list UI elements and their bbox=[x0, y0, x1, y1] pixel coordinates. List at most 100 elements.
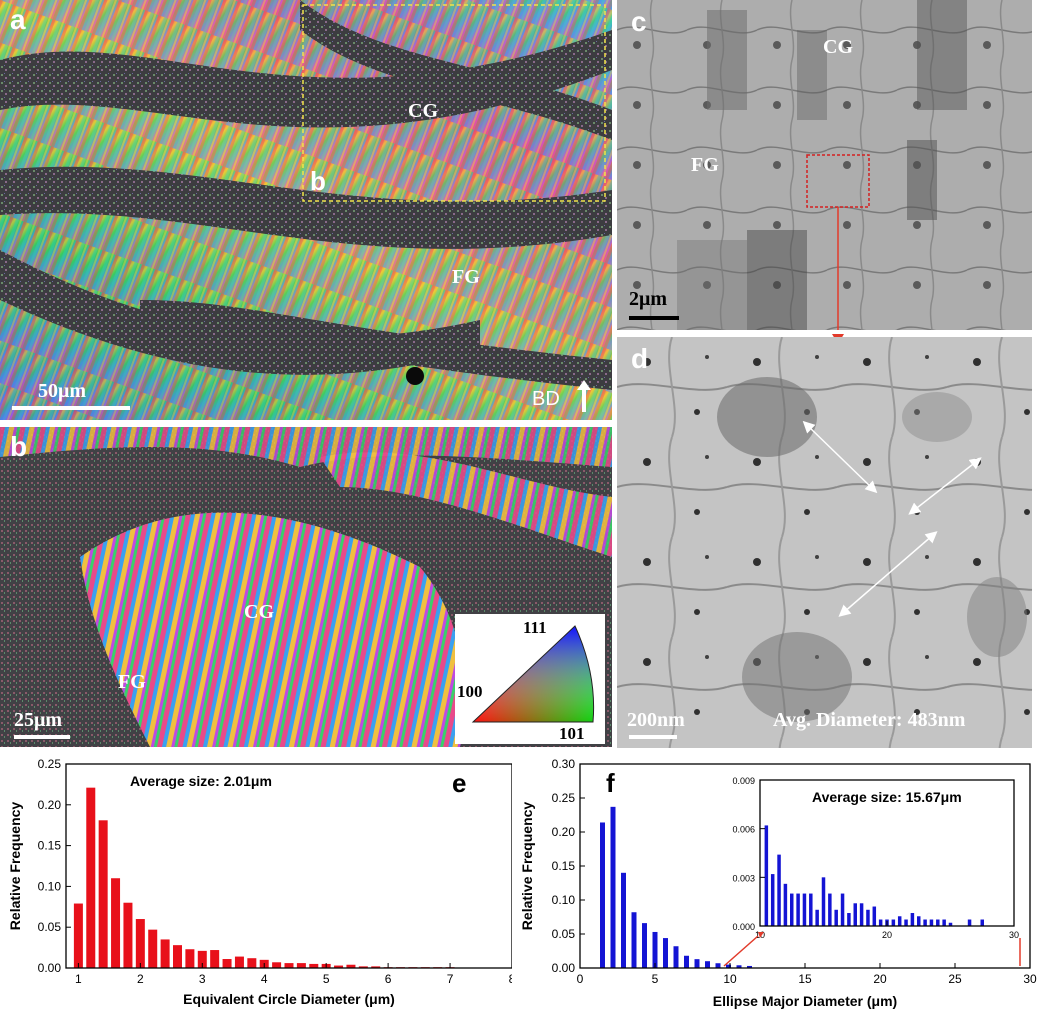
ipf-label-111: 111 bbox=[523, 618, 547, 637]
panel-c-cg-label: CG bbox=[823, 36, 853, 58]
panel-c-tem-image: c CG FG 2μm bbox=[617, 0, 1032, 330]
f-bar bbox=[652, 931, 658, 968]
panel-b-scalebar-label: 25μm bbox=[14, 709, 62, 731]
f-inset-bar bbox=[910, 913, 915, 926]
e-bar bbox=[210, 950, 220, 968]
f-bar bbox=[684, 955, 689, 968]
e-bar bbox=[73, 903, 83, 968]
histogram-f-svg: 0.00 0.05 0.10 0.15 0.20 0.25 0.30 0 5 10 15 20 25 30… bbox=[519, 757, 1037, 1009]
f-xtick-label: 5 bbox=[652, 972, 659, 986]
e-bar bbox=[272, 962, 282, 968]
e-bar bbox=[222, 959, 232, 968]
e-xtick-label: 2 bbox=[137, 972, 144, 986]
f-inset-bar bbox=[866, 909, 870, 926]
f-inset-bar bbox=[764, 825, 769, 926]
e-bar bbox=[284, 963, 294, 968]
f-bar bbox=[694, 959, 700, 968]
e-bar bbox=[111, 878, 121, 968]
f-inset-bar bbox=[891, 919, 896, 926]
panel-f-histogram: 0.00 0.05 0.10 0.15 0.20 0.25 0.30 0 5 10 15 20 25 30… bbox=[512, 752, 1038, 1015]
f-bar bbox=[621, 872, 626, 968]
panel-c-label: c bbox=[631, 6, 647, 37]
e-xtick-label: 4 bbox=[261, 972, 268, 986]
panel-a-scalebar-label: 50μm bbox=[38, 380, 86, 402]
f-inset-bar bbox=[878, 919, 883, 926]
e-xtick-label: 5 bbox=[323, 972, 330, 986]
f-inset-bar bbox=[770, 874, 775, 926]
f-frame bbox=[579, 763, 1031, 969]
ipf-label-101: 101 bbox=[559, 724, 585, 743]
f-zoom-arrow-left-icon bbox=[723, 935, 759, 967]
f-inset-bar bbox=[802, 893, 807, 926]
f-inset-bar bbox=[917, 916, 921, 926]
f-ylabel: Relative Frequency bbox=[519, 802, 535, 931]
f-xtick-label: 0 bbox=[577, 972, 584, 986]
f-bar bbox=[631, 912, 637, 968]
e-ytick-label: 0.00 bbox=[38, 961, 62, 975]
e-bar bbox=[86, 787, 96, 968]
f-ytick-label: 0.10 bbox=[552, 893, 576, 907]
tem-d-graphic bbox=[617, 337, 1032, 748]
f-inset-bar bbox=[859, 903, 864, 926]
ipf-triangle-graphic bbox=[471, 625, 595, 723]
panel-a-label: a bbox=[10, 4, 26, 35]
e-bar bbox=[98, 820, 108, 968]
f-xtick-label: 30 bbox=[1023, 972, 1037, 986]
e-bar bbox=[135, 919, 145, 968]
panel-b-scalebar bbox=[14, 735, 70, 739]
f-bar bbox=[642, 923, 647, 968]
f-inset-bar bbox=[923, 919, 927, 926]
f-bar bbox=[673, 946, 679, 968]
histogram-e-svg: 0.000.050.100.150.200.2512345678Average … bbox=[7, 757, 516, 1007]
panel-b-fg-label: FG bbox=[118, 671, 146, 693]
f-inset-bar bbox=[834, 909, 838, 926]
e-bar bbox=[247, 958, 257, 968]
f-inset-bar bbox=[809, 893, 813, 926]
f-bar bbox=[610, 806, 616, 968]
f-inset-bar bbox=[942, 919, 946, 926]
f-ytick-label: 0.15 bbox=[552, 859, 576, 873]
bd-arrow-icon bbox=[582, 384, 586, 412]
f-inset-ytick-label: 0.003 bbox=[732, 873, 755, 883]
e-bar bbox=[197, 950, 207, 968]
e-bar bbox=[309, 963, 319, 968]
f-inset-ytick-label: 0.009 bbox=[732, 776, 755, 786]
e-bar bbox=[160, 939, 170, 968]
f-inset-bar bbox=[904, 919, 908, 926]
e-ytick-label: 0.15 bbox=[38, 839, 62, 853]
panel-e-histogram: 0.000.050.100.150.200.2512345678Average … bbox=[0, 752, 516, 1015]
f-inset-bar bbox=[872, 906, 877, 926]
ipf-label-100: 100 bbox=[457, 682, 483, 701]
e-xtick-label: 7 bbox=[447, 972, 454, 986]
panel-b-ebsd-map: b CG FG 25μm 111 100 101 bbox=[0, 427, 612, 747]
f-xtick-label: 10 bbox=[723, 972, 737, 986]
f-ytick-label: 0.05 bbox=[552, 927, 576, 941]
tem-c-graphic bbox=[617, 0, 1032, 330]
panel-a-bd-label: BD bbox=[532, 388, 560, 410]
f-xtick-label: 20 bbox=[873, 972, 887, 986]
f-inset-bar bbox=[828, 893, 832, 926]
e-ytick-label: 0.25 bbox=[38, 757, 62, 771]
f-inset-bar bbox=[936, 919, 940, 926]
e-title: Average size: 2.01μm bbox=[130, 773, 272, 789]
e-bar bbox=[358, 966, 368, 968]
panel-b-cg-label: CG bbox=[244, 601, 274, 623]
f-bar bbox=[726, 964, 731, 968]
e-xtick-label: 6 bbox=[385, 972, 392, 986]
panel-a-inset-b-label: b bbox=[310, 166, 326, 196]
panel-c-scalebar-label: 2μm bbox=[629, 288, 667, 310]
panel-a-cg-label: CG bbox=[408, 100, 438, 122]
e-xtick-label: 1 bbox=[75, 972, 82, 986]
e-bar bbox=[185, 949, 195, 968]
panel-d-scalebar bbox=[629, 735, 677, 739]
bd-arrow-head-icon bbox=[577, 380, 591, 390]
panel-d-avg-diameter: Avg. Diameter: 483nm bbox=[773, 709, 966, 731]
e-ytick-label: 0.20 bbox=[38, 798, 62, 812]
f-ytick-label: 0.00 bbox=[552, 961, 576, 975]
f-inset-bar bbox=[777, 854, 781, 926]
f-inset-bar bbox=[821, 877, 826, 926]
f-inset-xtick-label: 20 bbox=[882, 930, 892, 940]
f-inset-bar bbox=[783, 883, 788, 926]
e-bar bbox=[123, 902, 133, 968]
ebsd-map-a-graphic bbox=[0, 0, 612, 420]
